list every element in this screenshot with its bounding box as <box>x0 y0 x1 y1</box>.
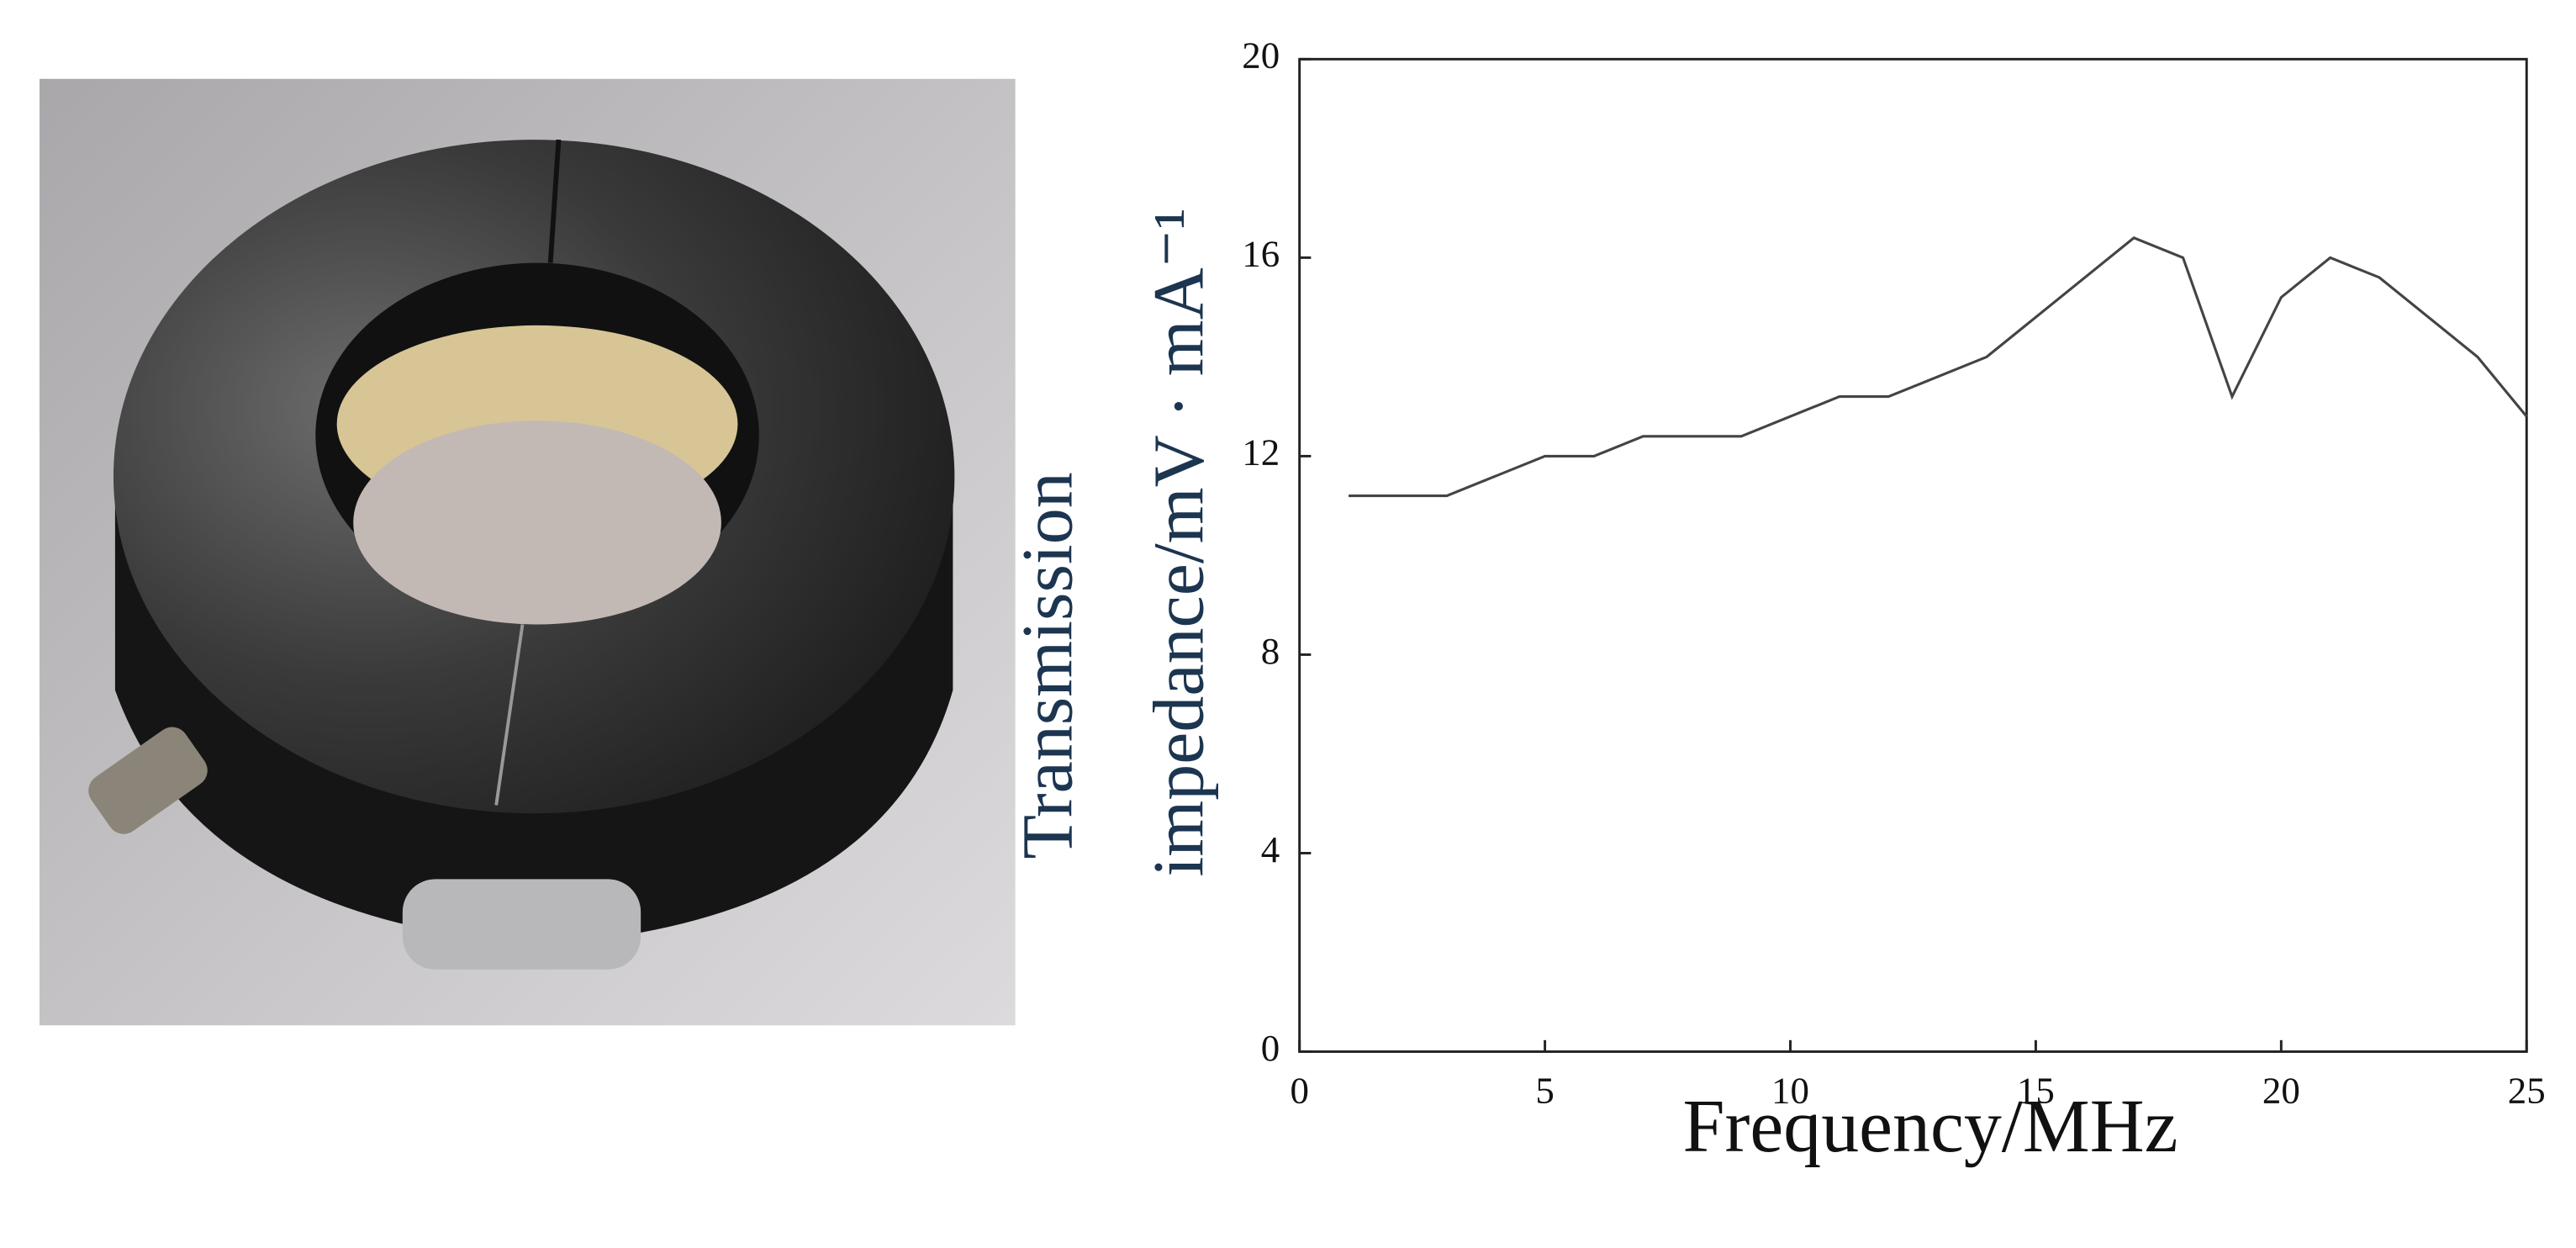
photo <box>40 78 1016 1026</box>
y-axis-label: Transmission <box>1006 472 1087 859</box>
x-tick-label: 5 <box>1535 1070 1554 1112</box>
connector <box>88 727 208 834</box>
y-tick-label: 12 <box>1242 431 1280 473</box>
y-tick-label: 0 <box>1261 1027 1280 1069</box>
y-tick-label: 16 <box>1242 233 1280 275</box>
chart: Frequency/MHz Transmission impedance/mV … <box>1006 34 2545 1168</box>
x-tick-label: 10 <box>1771 1070 1809 1112</box>
data-line <box>1349 235 2528 498</box>
y-tick-label: 20 <box>1242 34 1280 77</box>
x-tick-label: 15 <box>2017 1070 2055 1112</box>
clip <box>402 879 641 970</box>
hole-floor <box>353 420 721 625</box>
plot-frame <box>1298 57 2528 1053</box>
x-tick-label: 20 <box>2262 1070 2300 1112</box>
y-axis-label: impedance/mV · mA⁻¹ <box>1138 208 1219 876</box>
ring-split <box>494 624 525 806</box>
y-tick-label: 8 <box>1261 630 1280 672</box>
x-tick-label: 25 <box>2508 1070 2546 1112</box>
x-axis-label: Frequency/MHz <box>1682 1085 2177 1168</box>
y-tick-label: 4 <box>1261 828 1280 870</box>
ring-split <box>547 139 562 263</box>
x-tick-label: 0 <box>1290 1070 1308 1112</box>
